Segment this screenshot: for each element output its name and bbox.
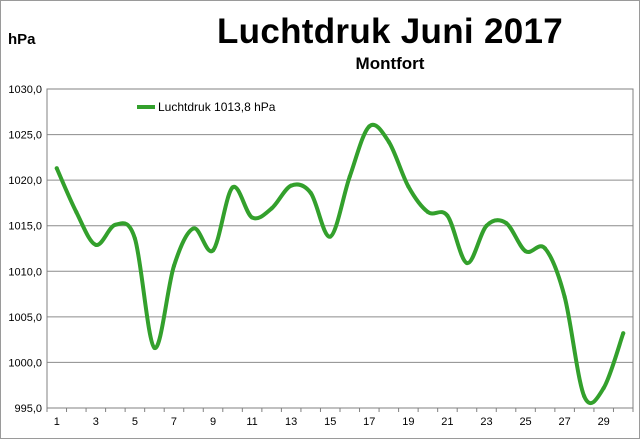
data-point bbox=[308, 190, 313, 195]
data-point bbox=[367, 124, 372, 129]
data-point bbox=[211, 248, 216, 253]
data-point bbox=[289, 183, 294, 188]
data-point bbox=[621, 331, 626, 336]
data-point bbox=[504, 220, 509, 225]
data-point bbox=[93, 242, 98, 247]
x-tick-label: 23 bbox=[480, 416, 492, 428]
legend-label: Luchtdruk 1013,8 hPa bbox=[158, 100, 276, 114]
data-point bbox=[445, 213, 450, 218]
x-tick-label: 7 bbox=[171, 416, 177, 428]
data-point bbox=[230, 185, 235, 190]
y-tick-label: 1005,0 bbox=[8, 312, 42, 324]
x-tick-label: 27 bbox=[559, 416, 571, 428]
y-tick-label: 1030,0 bbox=[8, 84, 42, 96]
data-point bbox=[191, 226, 196, 231]
y-axis-ticks: 995,0 1000,0 1005,0 1010,0 1015,0 1020,0 1025,… bbox=[8, 84, 42, 415]
legend: Luchtdruk 1013,8 hPa bbox=[137, 100, 276, 114]
data-point bbox=[406, 184, 411, 189]
x-tick-label: 19 bbox=[402, 416, 414, 428]
data-point bbox=[484, 223, 489, 228]
data-point bbox=[250, 215, 255, 220]
data-point bbox=[328, 234, 333, 239]
series-line bbox=[54, 122, 626, 405]
x-tick-label: 5 bbox=[132, 416, 138, 428]
data-point bbox=[54, 166, 59, 171]
data-point bbox=[113, 222, 118, 227]
y-tick-label: 1000,0 bbox=[8, 357, 42, 369]
x-tick-label: 1 bbox=[54, 416, 60, 428]
data-point bbox=[543, 246, 548, 251]
data-point bbox=[132, 236, 137, 241]
x-tick-label: 29 bbox=[598, 416, 610, 428]
data-point bbox=[523, 249, 528, 254]
x-tick-label: 25 bbox=[519, 416, 531, 428]
data-point bbox=[152, 345, 157, 350]
data-point bbox=[386, 139, 391, 144]
y-tick-label: 1020,0 bbox=[8, 175, 42, 187]
x-tick-label: 3 bbox=[93, 416, 99, 428]
data-point bbox=[425, 210, 430, 215]
data-point bbox=[582, 394, 587, 399]
data-point bbox=[171, 263, 176, 268]
y-tick-label: 995,0 bbox=[14, 403, 42, 415]
data-point bbox=[74, 210, 79, 215]
data-point bbox=[464, 261, 469, 266]
y-tick-label: 1010,0 bbox=[8, 266, 42, 278]
y-tick-label: 1025,0 bbox=[8, 130, 42, 142]
y-axis-unit-label: hPa bbox=[8, 31, 36, 48]
x-tick-label: 21 bbox=[441, 416, 453, 428]
x-tick-label: 11 bbox=[246, 416, 257, 428]
chart-subtitle: Montfort bbox=[355, 54, 425, 73]
y-tick-label: 1015,0 bbox=[8, 221, 42, 233]
x-tick-label: 9 bbox=[210, 416, 216, 428]
data-point bbox=[601, 385, 606, 390]
chart-title: Luchtdruk Juni 2017 bbox=[216, 12, 564, 51]
data-point bbox=[269, 206, 274, 211]
x-tick-label: 15 bbox=[324, 416, 336, 428]
series-group bbox=[54, 122, 626, 405]
x-tick-label: 17 bbox=[363, 416, 375, 428]
x-axis-ticks: 1 3 5 7 9 11 13 15 17 19 21 23 25 27 29 bbox=[46, 408, 634, 428]
x-tick-label: 13 bbox=[285, 416, 297, 428]
data-point bbox=[562, 294, 567, 299]
data-point bbox=[347, 174, 352, 179]
